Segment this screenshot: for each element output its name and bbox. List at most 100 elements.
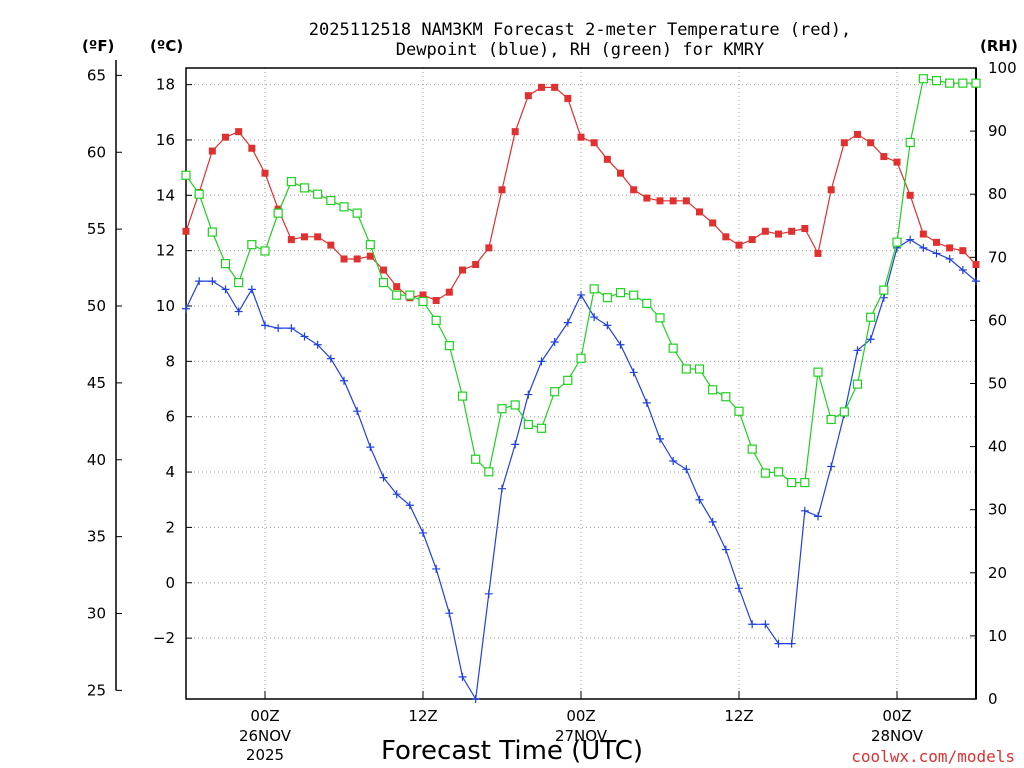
fahrenheit-tick-label: 40 — [87, 451, 106, 469]
data-point-rh — [471, 454, 481, 464]
data-point-temperature — [946, 244, 954, 252]
data-point-temperature — [287, 236, 295, 244]
data-point-temperature — [801, 225, 809, 233]
data-point-rh — [918, 74, 928, 84]
data-point-rh — [905, 137, 915, 148]
data-point-dewpoint — [195, 277, 204, 286]
data-point-dewpoint — [721, 545, 730, 554]
data-point-rh — [405, 290, 415, 300]
data-point-dewpoint — [932, 249, 941, 258]
data-point-temperature — [840, 139, 848, 147]
data-point-dewpoint — [274, 324, 283, 333]
data-point-rh — [971, 78, 981, 88]
fahrenheit-tick-label: 60 — [87, 143, 106, 161]
data-point-dewpoint — [353, 407, 362, 416]
data-point-temperature — [603, 155, 611, 163]
data-point-temperature — [301, 233, 308, 241]
data-point-rh — [708, 385, 718, 395]
data-point-temperature — [788, 227, 796, 235]
data-point-rh — [734, 406, 744, 416]
x-tick-label: 12Z — [724, 707, 753, 725]
x-tick-label: 00Z — [566, 707, 595, 725]
data-point-rh — [747, 444, 757, 454]
chart-title: 2025112518 NAM3KM Forecast 2-meter Tempe… — [309, 20, 851, 60]
data-point-temperature — [380, 266, 387, 274]
fahrenheit-tick-label: 45 — [87, 374, 106, 392]
data-point-rh — [220, 259, 231, 269]
data-point-temperature — [314, 233, 322, 241]
data-point-temperature — [919, 230, 927, 238]
data-point-dewpoint — [300, 332, 309, 341]
data-point-temperature — [959, 247, 967, 255]
data-point-dewpoint — [958, 266, 967, 275]
rh-tick-label: 0 — [988, 690, 998, 708]
data-point-rh — [431, 315, 441, 325]
data-point-temperature — [577, 133, 585, 141]
data-point-dewpoint — [669, 456, 678, 465]
data-point-temperature — [933, 238, 940, 246]
rh-tick-label: 90 — [988, 122, 1007, 140]
data-point-dewpoint — [563, 318, 572, 327]
data-point-dewpoint — [340, 376, 348, 385]
data-point-dewpoint — [287, 324, 296, 333]
data-point-dewpoint — [234, 307, 243, 316]
fahrenheit-tick-label: 65 — [87, 66, 106, 84]
data-point-temperature — [867, 139, 875, 147]
celsius-tick-label: 6 — [165, 408, 175, 426]
data-point-dewpoint — [498, 484, 506, 493]
celsius-tick-label: −2 — [153, 629, 175, 647]
data-point-rh — [576, 353, 586, 363]
x-tick-date-label: 28NOV — [871, 727, 924, 745]
data-point-rh — [813, 367, 823, 377]
data-point-dewpoint — [853, 346, 862, 355]
data-point-dewpoint — [524, 390, 533, 399]
celsius-tick-label: 0 — [165, 574, 175, 592]
unit-label-rh: (RH) — [980, 37, 1018, 55]
data-point-dewpoint — [972, 277, 980, 286]
data-point-rh — [299, 183, 310, 193]
data-point-rh — [207, 227, 217, 237]
data-point-dewpoint — [405, 501, 414, 510]
data-point-temperature — [748, 236, 756, 244]
data-point-dewpoint — [590, 313, 599, 322]
data-point-dewpoint — [814, 512, 822, 521]
celsius-tick-label: 4 — [165, 463, 175, 481]
data-point-temperature — [696, 208, 703, 216]
celsius-tick-label: 8 — [165, 352, 175, 370]
data-point-dewpoint — [537, 357, 546, 366]
data-point-dewpoint — [432, 564, 441, 573]
data-point-temperature — [630, 186, 638, 194]
data-point-rh — [826, 414, 836, 425]
data-point-dewpoint — [629, 368, 638, 377]
data-point-rh — [642, 298, 652, 308]
data-point-rh — [392, 290, 402, 300]
data-point-temperature — [182, 227, 190, 235]
data-point-rh — [945, 78, 955, 88]
data-point-dewpoint — [392, 490, 401, 499]
data-point-dewpoint — [945, 254, 954, 263]
unit-label-fahrenheit: (ºF) — [82, 37, 114, 55]
data-point-rh — [892, 237, 902, 247]
data-point-temperature — [261, 169, 269, 177]
data-point-temperature — [472, 260, 480, 268]
data-point-dewpoint — [261, 321, 269, 330]
data-point-rh — [681, 364, 691, 374]
rh-tick-label: 100 — [988, 59, 1017, 77]
data-point-rh — [668, 343, 678, 353]
data-point-rh — [365, 240, 375, 250]
rh-tick-label: 50 — [988, 375, 1007, 393]
data-point-rh — [800, 477, 810, 488]
data-point-rh — [326, 195, 336, 206]
celsius-tick-label: 16 — [156, 131, 175, 149]
data-point-temperature — [445, 288, 453, 296]
series-temperature — [182, 83, 980, 304]
data-point-temperature — [511, 128, 519, 136]
data-point-rh — [313, 189, 323, 199]
data-point-rh — [694, 364, 705, 374]
data-point-rh — [260, 246, 270, 256]
data-point-temperature — [827, 186, 835, 194]
data-point-rh — [444, 341, 454, 351]
data-point-dewpoint — [682, 465, 691, 474]
data-point-temperature — [353, 255, 361, 263]
data-point-dewpoint — [208, 277, 217, 286]
